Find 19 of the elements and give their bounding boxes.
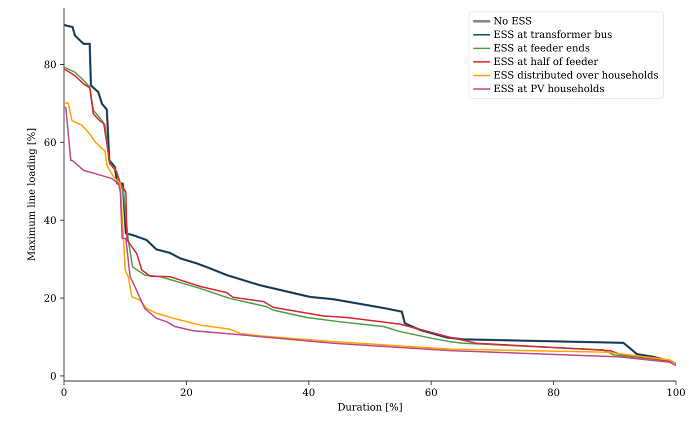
x-tick-label: 100 [668,388,685,396]
legend-label: ESS at feeder ends [494,44,590,52]
x-tick-label: 20 [180,388,192,396]
legend-label: ESS at half of feeder [494,57,598,66]
x-tick-label: 80 [548,388,560,396]
x-axis-title: Duration [%] [338,402,402,412]
y-tick-label: 60 [44,138,56,146]
x-tick-label: 0 [61,388,67,396]
x-tick-label: 60 [426,388,437,396]
x-tick-label: 40 [302,388,314,396]
y-tick-label: 0 [50,372,56,380]
legend-label: No ESS [494,16,532,24]
y-tick-label: 20 [44,294,56,302]
y-tick-label: 80 [44,60,56,68]
legend-label: ESS at PV households [494,84,604,92]
y-tick-label: 40 [44,216,56,224]
legend-label: ESS at transformer bus [494,30,612,38]
legend-label: ESS distributed over households [494,70,658,79]
y-axis-title: Maximum line loading [%] [27,128,37,261]
